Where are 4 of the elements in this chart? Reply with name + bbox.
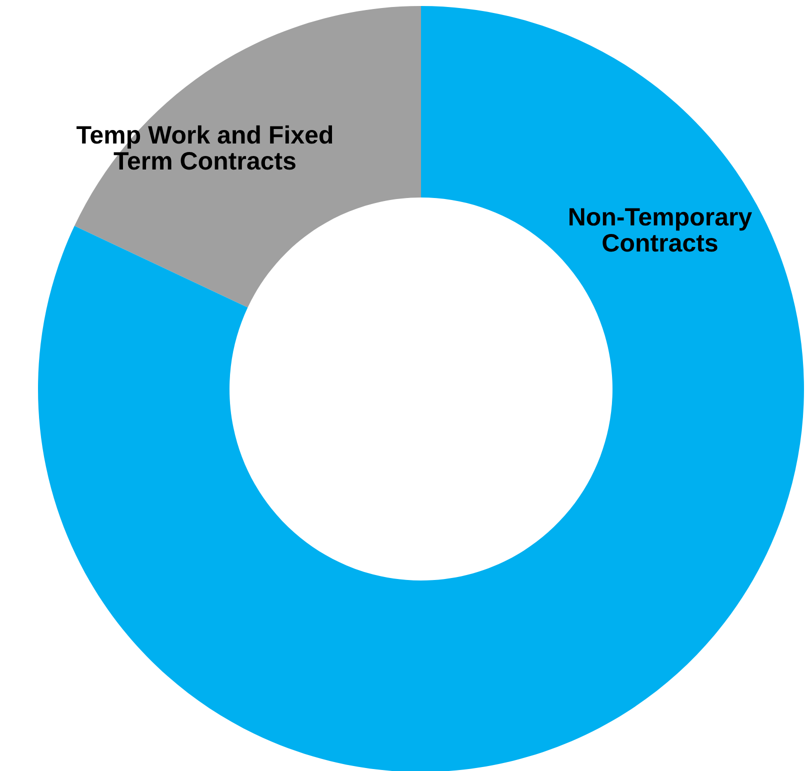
donut-slice <box>38 6 804 771</box>
slice-label: Non-Temporary Contracts <box>570 208 752 252</box>
donut-slice <box>74 6 421 308</box>
slice-label: Temp Work and Fixed Term Contracts <box>76 125 332 170</box>
